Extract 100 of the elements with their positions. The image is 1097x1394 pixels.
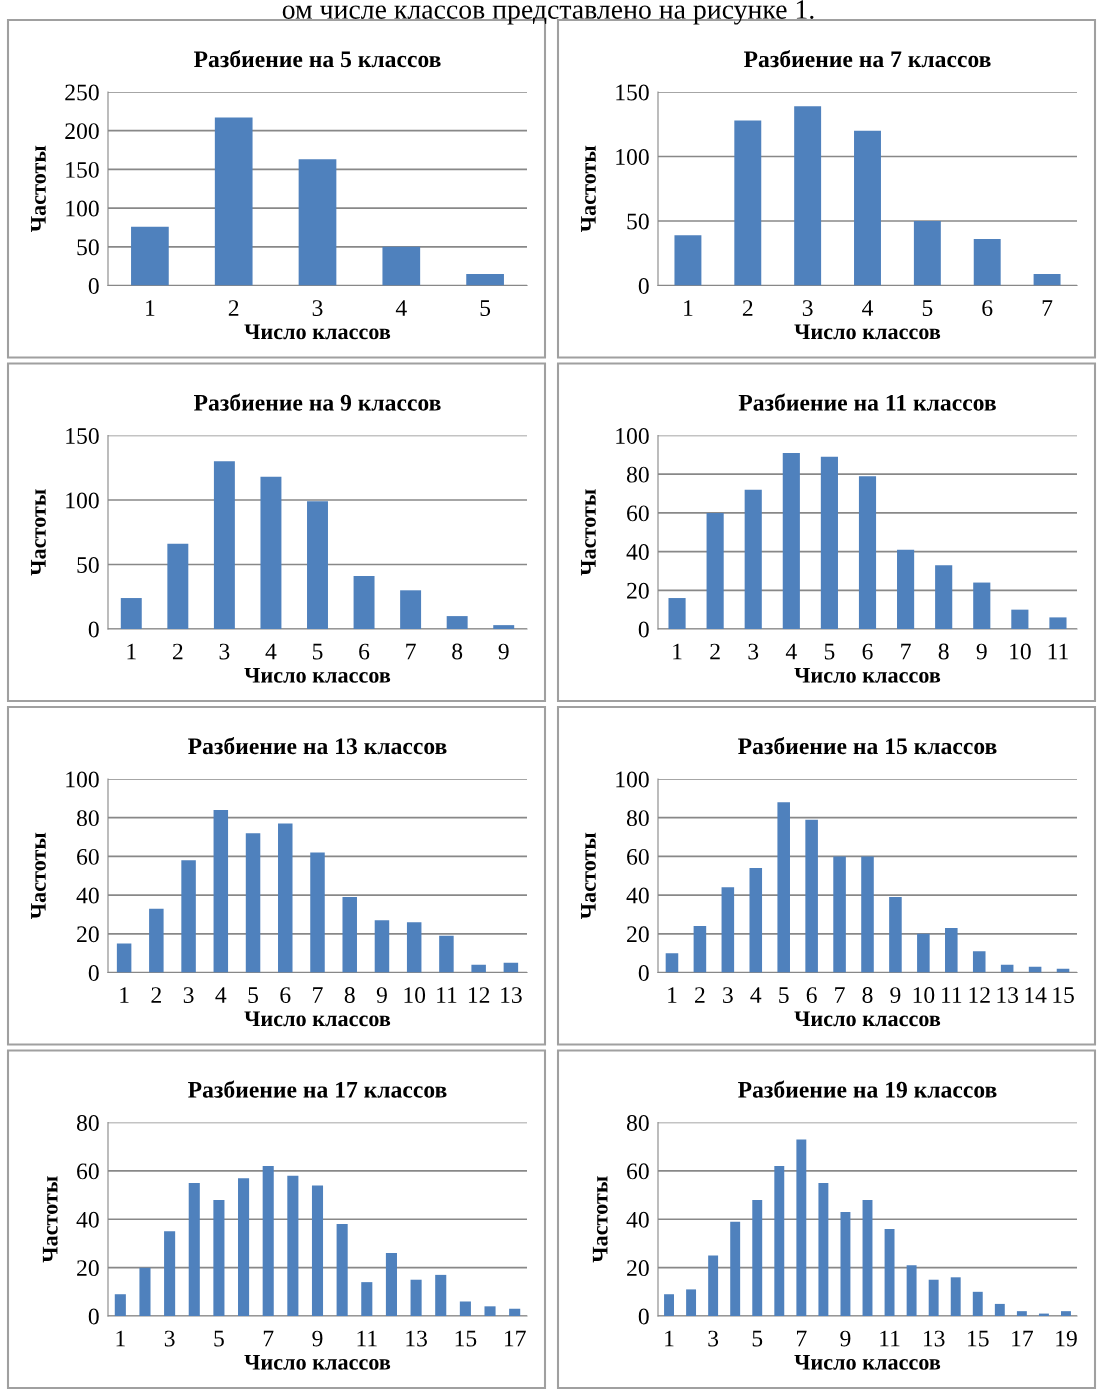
x-tick-label: 13 bbox=[406, 1330, 427, 1347]
bar bbox=[410, 1279, 422, 1316]
bar bbox=[287, 1175, 299, 1316]
x-tick-label: 5 bbox=[214, 1330, 224, 1347]
x-tick-label: 1 bbox=[146, 300, 155, 316]
x-tick-label: 3 bbox=[183, 987, 194, 1004]
bar bbox=[114, 1294, 126, 1316]
y-tick-label: 20 bbox=[77, 1260, 99, 1277]
bar bbox=[796, 1139, 807, 1316]
bar bbox=[400, 590, 422, 629]
bar bbox=[1033, 273, 1061, 286]
x-tick-label: 1 bbox=[665, 1330, 674, 1347]
bar bbox=[861, 856, 874, 973]
bar bbox=[973, 582, 991, 629]
chart-title: Разбиение на 13 классов bbox=[188, 737, 447, 755]
bar bbox=[973, 239, 1001, 286]
x-tick-label: 9 bbox=[376, 987, 387, 1004]
bar bbox=[262, 1166, 274, 1316]
y-tick-label: 20 bbox=[627, 1260, 649, 1277]
y-tick-label: 60 bbox=[627, 848, 649, 865]
bar bbox=[706, 512, 724, 629]
y-tick-label: 200 bbox=[65, 123, 99, 140]
bar bbox=[840, 1211, 851, 1316]
bar bbox=[782, 452, 800, 629]
bar bbox=[1011, 609, 1029, 629]
bar bbox=[708, 1255, 719, 1316]
y-tick-label: 40 bbox=[76, 1211, 99, 1228]
x-tick-label: 5 bbox=[312, 643, 323, 660]
y-tick-label: 40 bbox=[626, 544, 649, 561]
x-tick-label: 6 bbox=[280, 987, 291, 1004]
bar bbox=[730, 1221, 741, 1316]
x-tick-label: 13 bbox=[501, 987, 522, 1004]
y-tick-label: 80 bbox=[76, 1114, 99, 1131]
x-tick-label: 4 bbox=[265, 643, 277, 660]
x-tick-label: 2 bbox=[710, 643, 720, 660]
bar bbox=[238, 1178, 250, 1316]
bar bbox=[374, 920, 390, 973]
x-tick-label: 9 bbox=[498, 643, 509, 660]
x-tick-label: 12 bbox=[969, 987, 990, 1003]
y-tick-label: 80 bbox=[76, 810, 99, 827]
bar bbox=[164, 1231, 176, 1316]
y-tick-label: 150 bbox=[66, 161, 99, 178]
bar bbox=[665, 953, 679, 973]
x-tick-label: 10 bbox=[913, 987, 935, 1004]
x-axis-title: Число классов bbox=[794, 1011, 941, 1027]
x-tick-label: 9 bbox=[840, 1330, 851, 1347]
x-tick-label: 8 bbox=[938, 643, 949, 660]
x-tick-label: 11 bbox=[1048, 643, 1068, 660]
x-tick-label: 7 bbox=[901, 643, 911, 660]
chart-title: Разбиение на 11 классов bbox=[738, 393, 996, 411]
x-axis-title: Число классов bbox=[794, 324, 941, 340]
bar bbox=[509, 1308, 521, 1316]
y-tick-label: 20 bbox=[77, 926, 99, 943]
y-tick-label: 20 bbox=[627, 582, 649, 599]
x-tick-label: 2 bbox=[228, 300, 239, 316]
y-tick-label: 0 bbox=[88, 277, 99, 294]
y-tick-label: 80 bbox=[626, 1114, 649, 1131]
x-tick-label: 3 bbox=[748, 643, 759, 660]
bar bbox=[116, 943, 132, 973]
y-tick-label: 80 bbox=[626, 810, 649, 827]
chart-title: Разбиение на 9 классов bbox=[194, 393, 441, 411]
x-tick-label: 15 bbox=[1053, 987, 1074, 1004]
y-tick-label: 0 bbox=[638, 964, 649, 981]
x-tick-label: 13 bbox=[923, 1330, 945, 1347]
y-tick-label: 60 bbox=[627, 505, 649, 522]
bar bbox=[820, 456, 838, 629]
bar bbox=[471, 964, 486, 973]
x-tick-label: 12 bbox=[468, 987, 490, 1003]
bar bbox=[310, 852, 325, 973]
bar bbox=[120, 598, 142, 629]
x-tick-label: 4 bbox=[215, 987, 227, 1003]
y-tick-label: 150 bbox=[66, 427, 99, 444]
bar bbox=[928, 1279, 939, 1316]
y-tick-label: 50 bbox=[77, 239, 99, 256]
x-tick-label: 1 bbox=[116, 1330, 125, 1347]
x-tick-label: 11 bbox=[357, 1330, 377, 1347]
x-tick-label: 15 bbox=[968, 1330, 989, 1347]
bar bbox=[889, 897, 902, 973]
x-tick-label: 1 bbox=[668, 987, 677, 1003]
x-tick-label: 15 bbox=[455, 1330, 477, 1347]
x-tick-label: 5 bbox=[752, 1330, 763, 1347]
x-tick-label: 3 bbox=[164, 1330, 175, 1347]
x-tick-label: 17 bbox=[1012, 1330, 1033, 1347]
y-tick-label: 0 bbox=[638, 1308, 649, 1325]
bar bbox=[149, 908, 164, 973]
bar bbox=[435, 1274, 447, 1316]
y-tick-label: 80 bbox=[626, 466, 649, 483]
bar bbox=[484, 1306, 496, 1316]
bar bbox=[668, 598, 686, 629]
x-axis-title: Число классов bbox=[794, 1354, 941, 1370]
y-axis-title: Частоты bbox=[31, 145, 46, 232]
bar bbox=[181, 860, 196, 973]
y-tick-label: 60 bbox=[627, 1163, 649, 1180]
bar bbox=[336, 1224, 348, 1316]
bar bbox=[260, 476, 282, 629]
bar bbox=[493, 625, 515, 629]
bar bbox=[311, 1185, 324, 1316]
x-tick-label: 14 bbox=[1025, 987, 1047, 1003]
x-tick-label: 7 bbox=[797, 1330, 807, 1347]
y-tick-label: 100 bbox=[66, 771, 99, 788]
